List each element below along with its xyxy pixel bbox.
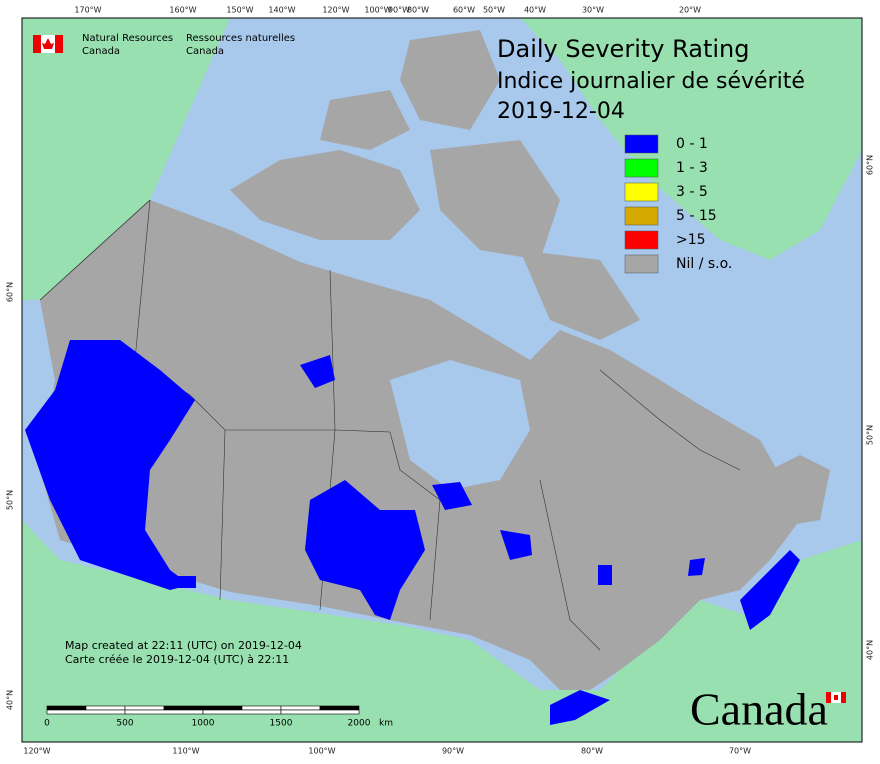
agency-en: Canada [82, 46, 120, 57]
scale-label: 2000 [348, 719, 371, 729]
legend-swatch [624, 182, 659, 202]
title: 2019-12-04 [497, 99, 625, 124]
baffin-island [430, 140, 560, 260]
baffin-island [520, 250, 640, 340]
border [134, 199, 151, 361]
rating-area [688, 558, 705, 576]
scale-label: 500 [116, 719, 133, 729]
rating-area [432, 482, 472, 510]
rating-area [25, 340, 195, 590]
scale-segment [124, 709, 204, 715]
scale-segment [319, 705, 360, 711]
graticule-label: 80°W [581, 747, 603, 756]
arctic-island [230, 150, 420, 240]
wordmark: Canada [690, 684, 828, 735]
graticule-label: 60°N [866, 155, 875, 175]
legend-label: 0 - 1 [676, 136, 708, 152]
graticule-label: 140°W [268, 6, 295, 15]
scale-segment [46, 709, 126, 715]
scale-segment [280, 709, 360, 715]
graticule-label: 40°W [524, 6, 546, 15]
rating-area [178, 576, 196, 588]
arctic-island [400, 30, 500, 130]
agency-fr: Ressources naturelles [186, 33, 295, 44]
note: Carte créée le 2019-12-04 (UTC) à 22:11 [65, 653, 289, 666]
scale-segment [163, 705, 204, 711]
scale-segment [46, 705, 87, 711]
graticule-label: 70°W [729, 747, 751, 756]
graticule-label: 80°W [407, 6, 429, 15]
border [334, 429, 441, 621]
agency-en: Natural Resources [82, 33, 173, 44]
legend-label: >15 [676, 232, 706, 248]
scale-segment [202, 705, 243, 711]
scale-segment [202, 709, 282, 715]
newfoundland [770, 455, 830, 525]
graticule-label: 50°N [6, 490, 15, 510]
border [39, 199, 151, 301]
graticule-label: 110°W [172, 747, 199, 756]
legend-swatch [624, 230, 659, 250]
graticule-label: 100°W [308, 747, 335, 756]
scale-segment [280, 705, 321, 711]
rating-area [550, 690, 610, 725]
agency-fr: Canada [186, 46, 224, 57]
scale-segment [124, 705, 165, 711]
legend-swatch [624, 134, 659, 154]
wordmark-flag [826, 692, 846, 703]
legend-label: 5 - 15 [676, 208, 717, 224]
graticule-label: 120°W [23, 747, 50, 756]
legend-label: 1 - 3 [676, 160, 708, 176]
legend-label: 3 - 5 [676, 184, 708, 200]
hudson-bay [390, 360, 530, 490]
scale-segment [241, 705, 282, 711]
graticule-label: 50°N [866, 425, 875, 445]
graticule-label: 160°W [169, 6, 196, 15]
legend-swatch [624, 254, 659, 274]
border [219, 429, 226, 601]
united-states [22, 520, 862, 742]
alaska [22, 18, 230, 300]
scale-segment [85, 705, 126, 711]
rating-area [305, 480, 425, 620]
graticule-label: 90°W [442, 747, 464, 756]
border [599, 369, 741, 471]
scale-label: 1000 [192, 719, 215, 729]
border [539, 479, 601, 651]
scale-unit: km [379, 719, 393, 729]
graticule-label: 60°W [453, 6, 475, 15]
graticule-label: 90°W [388, 6, 410, 15]
graticule-label: 100°W [364, 6, 391, 15]
graticule-label: 120°W [322, 6, 349, 15]
scale-label: 1500 [270, 719, 293, 729]
map-frame [21, 17, 863, 743]
scale-label: 0 [44, 719, 50, 729]
graticule-label: 50°W [483, 6, 505, 15]
flag [33, 35, 63, 53]
note: Map created at 22:11 (UTC) on 2019-12-04 [65, 639, 302, 652]
title: Daily Severity Rating [497, 35, 749, 63]
graticule-label: 60°N [6, 282, 15, 302]
legend-swatch [624, 206, 659, 226]
rating-area [740, 550, 800, 630]
graticule-label: 170°W [74, 6, 101, 15]
graticule-label: 40°N [6, 690, 15, 710]
rating-area [300, 355, 335, 388]
rating-area [598, 565, 612, 585]
arctic-island [320, 90, 410, 150]
title: Indice journalier de sévérité [497, 69, 805, 94]
rating-area [500, 530, 532, 560]
graticule-label: 20°W [679, 6, 701, 15]
graticule-label: 40°N [866, 640, 875, 660]
greenland [520, 18, 862, 260]
legend-swatch [624, 158, 659, 178]
legend-label: Nil / s.o. [676, 256, 732, 272]
graticule-label: 30°W [582, 6, 604, 15]
graticule-label: 150°W [226, 6, 253, 15]
